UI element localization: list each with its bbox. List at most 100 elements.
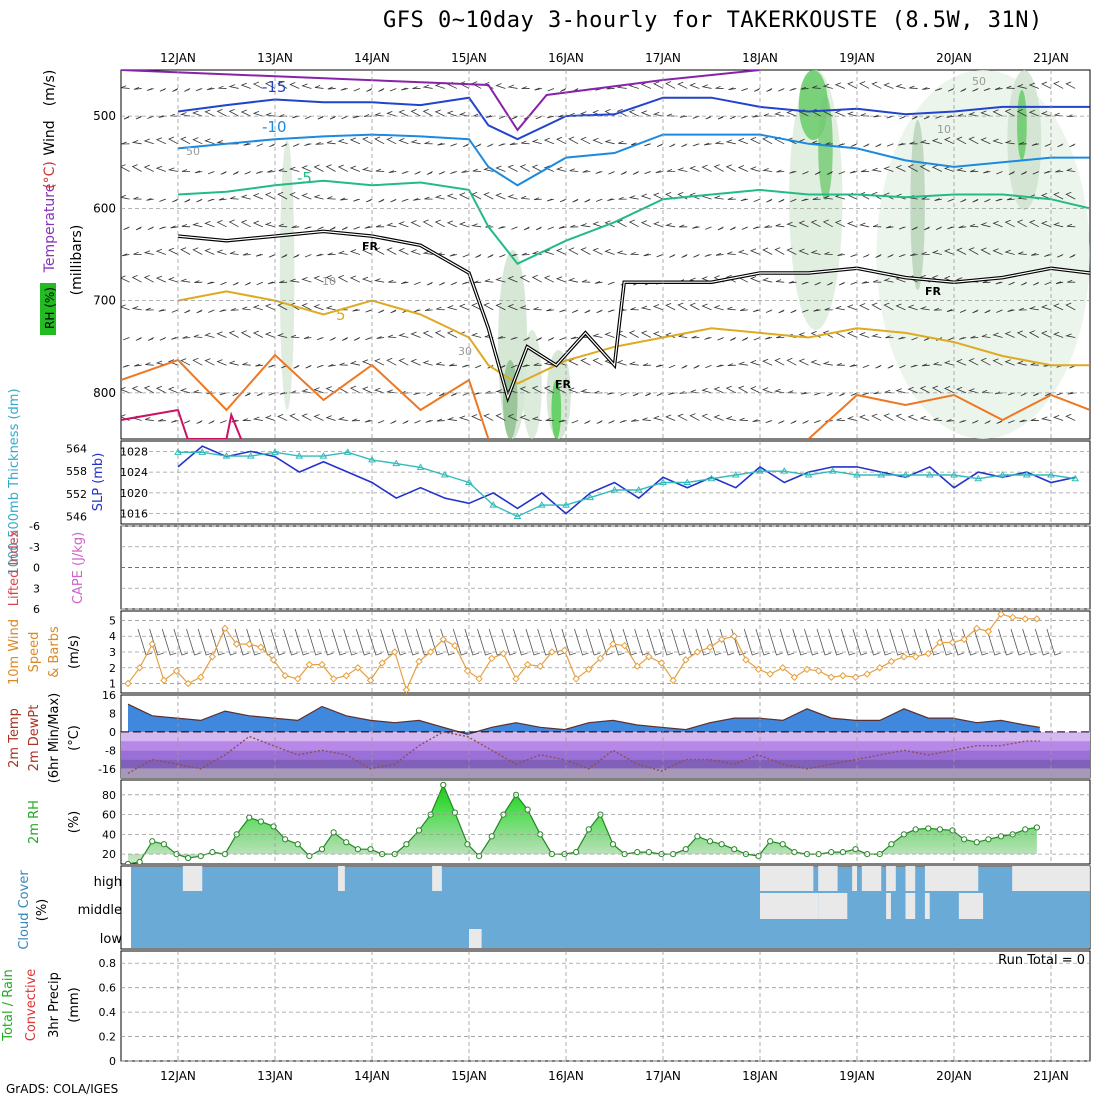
wind-barb [410,331,421,338]
wind-barb-stroke [207,198,215,202]
rh-marker [585,826,592,833]
wind-barb-stroke [546,115,554,119]
slp-tick-1024: 1024 [120,466,148,479]
wind-barb [812,197,821,200]
wind-barb-stroke [947,198,955,202]
wind-barb-stroke [510,337,518,340]
wind-barb-stroke [983,88,991,92]
wind-barb-stroke [883,166,894,172]
wind-barb [216,219,227,228]
wind-barb [919,164,930,172]
wind-barb [364,225,373,229]
wind-barb [640,110,652,117]
wind-barb-stroke [462,364,470,368]
wind-barb-stroke [814,392,821,396]
wind-barb-stroke [167,359,179,366]
wind-barb [994,87,1003,90]
rh-marker [1022,826,1029,833]
wind-barb [195,88,203,92]
wind-barb [361,247,373,255]
wind-barb-stroke [812,140,821,145]
wind-barb-stroke [983,170,991,174]
rh-shading [502,360,518,439]
wind-barb-10m [876,628,892,656]
wind-barb-stroke [689,165,700,172]
wind-barb [167,167,179,172]
wind-barb-stroke [170,225,179,229]
wind-barb [146,88,154,91]
wind-barb-stroke [301,388,312,394]
wind-barb [386,247,397,255]
wind-barb [570,336,579,340]
thickness-marker [295,452,304,459]
wind-speed-marker [730,632,738,640]
wind-barb [450,143,458,147]
wind-speed-marker [620,641,629,650]
wind-speed-marker [172,667,181,675]
wind-barb [972,309,979,314]
wind-barb-stroke [204,138,215,145]
wind-barb [1040,192,1052,200]
wind-barb-stroke [813,420,821,424]
wind-barb [268,364,276,368]
wind-barb-stroke [943,360,955,366]
wind-barb [1032,171,1040,175]
wind-barb-stroke [895,303,906,311]
wind-barb [798,220,809,228]
wind-barb-stroke [620,392,627,396]
wind-speed-marker [475,675,483,683]
wind-barb-stroke [361,386,373,394]
cloud-row-high: high [94,875,122,890]
wind-barb [194,170,203,174]
wind-barb-stroke [717,226,724,231]
wind-barb [487,254,494,258]
cloud-gap-high [886,866,896,891]
wind-barb [265,192,276,200]
wind-barb [281,254,288,258]
wind-barb [240,194,251,200]
wind-barb [883,278,894,283]
wind-barb [774,111,785,117]
wind-barb [1006,197,1015,201]
wind-barb [713,414,724,421]
wind-barb-stroke [715,85,724,89]
wind-barb-stroke [232,281,239,286]
wind-barb [1066,223,1076,228]
wind-barb [834,82,846,89]
date-tick-top-12JAN: 12JAN [160,51,196,65]
wind-barb [340,197,348,201]
wind-barb-stroke [390,420,397,424]
wind-barb-stroke [739,417,748,421]
wind-barb [424,196,433,200]
wind-barb-stroke [652,331,664,338]
wind-barb [1043,170,1052,174]
wind-barb [1044,254,1052,257]
wind-barb-stroke [244,171,251,175]
wind-barb [450,171,458,175]
wind-barb [727,197,736,200]
wind-barb-stroke [204,109,215,117]
li-tick--6: -6 [29,520,40,533]
wind-barb-stroke [861,169,870,173]
wind-barb [484,278,494,283]
wind-barb-stroke [535,226,542,231]
wind-barb [630,252,639,255]
rh-marker [694,833,701,840]
wind-barb-stroke [390,198,397,203]
wind-barb-stroke [1054,112,1064,117]
wind-barb [390,420,397,424]
wind-barb [361,359,373,366]
wind-barb [123,337,130,341]
wind-barb-stroke [303,336,312,340]
wind-barb [543,165,555,172]
wind-barb [1004,249,1015,255]
wind-barb-stroke [158,115,166,118]
wind-barb-stroke [277,191,288,200]
wind-barb-stroke [434,83,445,89]
wind-speed-marker [936,638,944,647]
pressure-tick-700: 700 [93,294,116,308]
wind-barb [826,281,833,286]
wind-barb-stroke [483,302,494,311]
wind-barb [256,143,264,147]
wind-barb [521,86,530,90]
